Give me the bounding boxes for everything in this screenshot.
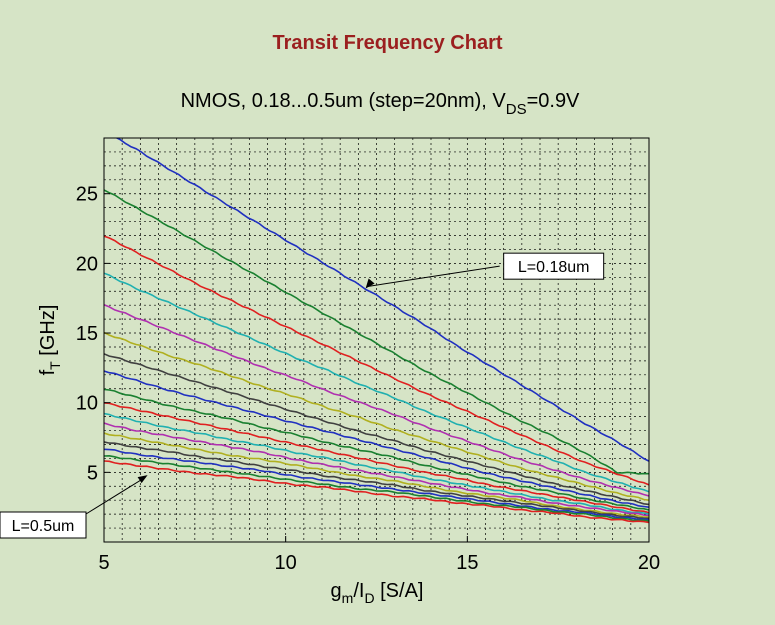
series-line: [104, 441, 649, 520]
series-group: [104, 138, 649, 524]
annotation-arrow-line: [367, 265, 500, 287]
y-tick-label: 5: [87, 462, 98, 484]
series-line: [104, 370, 649, 508]
x-label-main: g: [331, 580, 342, 602]
plot-frame: [103, 137, 650, 543]
chart-title-main: NMOS, 0.18...0.5um (step=20nm), V: [181, 90, 507, 112]
x-label-mid: /I: [353, 580, 364, 602]
series-line: [104, 272, 649, 493]
x-label-suffix: [S/A]: [375, 580, 424, 602]
annotation-box: [0, 511, 87, 539]
series-line: [104, 454, 649, 522]
annotation-label-018: L=0.18um: [518, 259, 590, 276]
annotation-arrow-head: [365, 278, 375, 289]
series-line: [104, 331, 649, 501]
y-tick-label: 15: [76, 323, 98, 345]
y-tick-label: 20: [76, 253, 98, 275]
ticks: 5 10 15 20 5 10 15 20 25: [76, 184, 660, 574]
series-line: [104, 353, 649, 506]
x-label-sub2: D: [364, 590, 374, 606]
x-label-sub1: m: [342, 590, 354, 606]
chart-title-sub: DS: [506, 101, 527, 118]
y-label-main: f: [37, 369, 59, 375]
series-line: [104, 448, 649, 521]
x-tick-label: 10: [275, 552, 297, 574]
annotation-box: [503, 252, 605, 280]
annotations: L=0.18um L=0.5um: [0, 252, 605, 539]
series-line: [104, 460, 649, 524]
y-tick-label: 25: [76, 184, 98, 206]
chart-title: NMOS, 0.18...0.5um (step=20nm), VDS=0.9V: [181, 90, 580, 118]
y-label-suffix: [GHz]: [37, 305, 59, 362]
x-tick-label: 15: [456, 552, 478, 574]
annotation-arrow-line: [85, 476, 146, 515]
series-line: [104, 388, 649, 511]
x-tick-label: 20: [638, 552, 660, 574]
y-tick-label: 10: [76, 393, 98, 415]
series-line: [104, 402, 649, 514]
annotation-arrow-head: [137, 475, 148, 484]
series-line: [104, 303, 649, 497]
series-line: [104, 235, 649, 486]
chart-title-suffix: =0.9V: [527, 90, 580, 112]
x-axis-label: gm/ID [S/A]: [331, 580, 424, 606]
series-line: [115, 138, 649, 462]
series-line: [104, 189, 649, 475]
annotation-label-05: L=0.5um: [12, 518, 75, 535]
x-tick-label: 5: [98, 552, 109, 574]
y-axis-label: fT [GHz]: [37, 305, 63, 376]
series-line: [104, 432, 649, 518]
page-title: Transit Frequency Chart: [272, 32, 503, 54]
series-line: [104, 422, 649, 517]
y-label-sub: T: [47, 361, 63, 370]
series-line: [104, 412, 649, 515]
